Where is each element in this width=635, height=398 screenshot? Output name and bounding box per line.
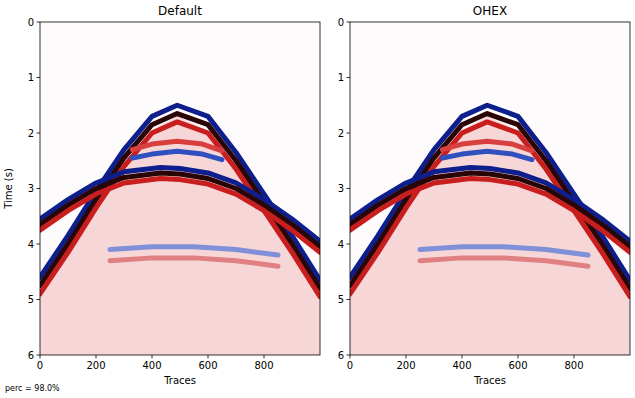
y-tick	[37, 188, 41, 189]
x-tick-label: 0	[37, 360, 43, 371]
y-tick	[37, 299, 41, 300]
y-tick-label: 5	[338, 294, 344, 305]
y-tick-label: 4	[28, 239, 34, 250]
y-tick-label: 2	[28, 128, 34, 139]
x-tick	[574, 355, 575, 359]
figure: 02004006008000123456DefaultTracesTime (s…	[0, 0, 635, 398]
y-tick	[37, 77, 41, 78]
panel-title: OHEX	[473, 4, 507, 18]
y-tick-label: 1	[28, 72, 34, 83]
x-tick-label: 800	[254, 360, 273, 371]
event-line	[40, 179, 320, 253]
x-tick-label: 400	[452, 360, 471, 371]
area	[40, 116, 320, 355]
event-line	[110, 247, 278, 255]
y-tick	[347, 244, 351, 245]
x-tick	[152, 355, 153, 359]
x-tick	[96, 355, 97, 359]
event-line	[420, 247, 588, 255]
event-line	[40, 114, 320, 289]
y-tick-label: 0	[28, 17, 34, 28]
x-tick	[40, 355, 41, 359]
event-line	[132, 151, 222, 159]
event-line	[40, 173, 320, 247]
y-tick-label: 6	[28, 350, 34, 361]
panel: 0 200 400 600 800 0 1 2 3 4 5 6 OHEX Traces	[338, 4, 630, 386]
x-tick-label: 200	[396, 360, 415, 371]
y-tick-label: 0	[338, 17, 344, 28]
event-line	[350, 122, 630, 297]
event-line	[350, 105, 630, 280]
event-line	[420, 258, 588, 266]
y-tick	[347, 299, 351, 300]
y-tick	[347, 355, 351, 356]
x-tick	[350, 355, 351, 359]
y-tick-label: 3	[338, 183, 344, 194]
plot-background	[40, 22, 320, 355]
x-tick	[264, 355, 265, 359]
y-tick	[37, 133, 41, 134]
y-tick	[347, 188, 351, 189]
plot-background	[350, 22, 630, 355]
x-tick	[406, 355, 407, 359]
axes-frame	[40, 22, 320, 355]
y-tick	[347, 22, 351, 23]
event-line	[40, 122, 320, 297]
y-tick-label: 1	[338, 72, 344, 83]
y-tick	[347, 133, 351, 134]
event-line	[110, 258, 278, 266]
y-axis-title: Time (s)	[3, 168, 14, 210]
x-axis-title: Traces	[163, 375, 196, 386]
x-tick	[208, 355, 209, 359]
y-tick	[347, 77, 351, 78]
x-tick-label: 400	[142, 360, 161, 371]
event-line	[40, 105, 320, 280]
y-tick	[37, 22, 41, 23]
x-tick	[518, 355, 519, 359]
annotation: perc = 98.0%	[5, 384, 60, 393]
x-tick-label: 200	[86, 360, 105, 371]
area	[350, 116, 630, 355]
panel-title: Default	[158, 4, 202, 18]
y-tick-label: 6	[338, 350, 344, 361]
x-tick-label: 800	[564, 360, 583, 371]
y-tick	[37, 244, 41, 245]
axes-frame	[350, 22, 630, 355]
marks	[40, 105, 320, 355]
x-tick-label: 600	[198, 360, 217, 371]
event-line	[350, 114, 630, 289]
event-line	[350, 179, 630, 253]
y-tick-label: 4	[338, 239, 344, 250]
y-tick-label: 5	[28, 294, 34, 305]
y-tick-label: 2	[338, 128, 344, 139]
panel: 0 200 400 600 800 0 1 2 3 4 5 6 Default Traces Time (s…	[3, 4, 320, 393]
y-tick-label: 3	[28, 183, 34, 194]
x-axis-title: Traces	[473, 375, 506, 386]
x-tick-label: 600	[508, 360, 527, 371]
marks	[350, 105, 630, 355]
x-tick-label: 0	[347, 360, 353, 371]
x-tick	[462, 355, 463, 359]
event-line	[442, 151, 532, 159]
y-tick	[37, 355, 41, 356]
event-line	[350, 173, 630, 247]
